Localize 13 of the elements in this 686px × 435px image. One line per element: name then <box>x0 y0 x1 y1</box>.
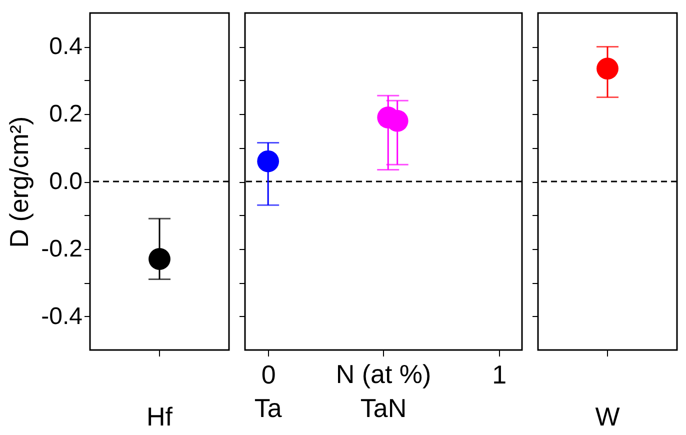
x-tick-label: 0 <box>261 360 276 390</box>
y-tick-label: -0.4 <box>41 302 82 330</box>
x-tick-label: 1 <box>492 360 507 390</box>
x-tick-label: W <box>595 402 620 432</box>
y-tick-label: 0.4 <box>49 33 82 60</box>
y-tick-label: 0.2 <box>49 100 82 128</box>
y-axis-title: D (erg/cm²) <box>4 116 34 248</box>
text: Ta <box>254 393 282 423</box>
text: TaN <box>360 393 407 423</box>
x-axis-title: N (at %) <box>336 359 432 389</box>
x-tick-label: Hf <box>146 402 174 432</box>
y-tick-label: 0.0 <box>49 168 82 195</box>
y-tick-label: -0.2 <box>41 235 82 262</box>
